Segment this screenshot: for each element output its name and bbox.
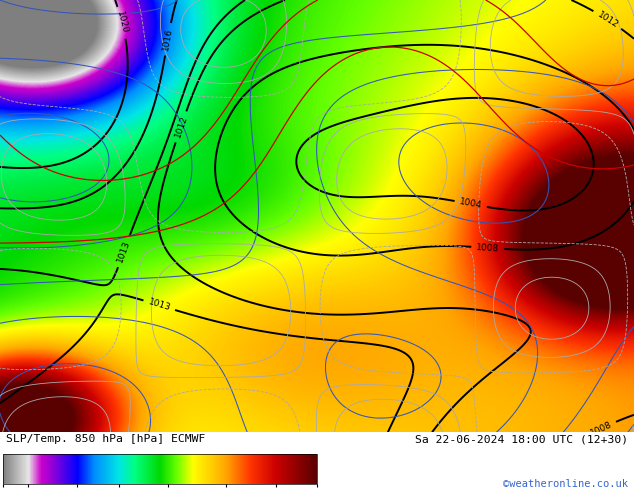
Text: 1008: 1008 xyxy=(476,243,500,253)
Text: 1012: 1012 xyxy=(173,115,189,139)
Text: ©weatheronline.co.uk: ©weatheronline.co.uk xyxy=(503,479,628,489)
Text: Sa 22-06-2024 18:00 UTC (12+30): Sa 22-06-2024 18:00 UTC (12+30) xyxy=(415,434,628,444)
Text: 1008: 1008 xyxy=(588,419,613,438)
Text: 1013: 1013 xyxy=(147,297,172,313)
Text: 1013: 1013 xyxy=(115,239,132,264)
Text: 1020: 1020 xyxy=(115,10,129,35)
Text: 1016: 1016 xyxy=(162,27,174,51)
Text: 1012: 1012 xyxy=(595,10,619,29)
Text: 1004: 1004 xyxy=(458,197,483,211)
Text: SLP/Temp. 850 hPa [hPa] ECMWF: SLP/Temp. 850 hPa [hPa] ECMWF xyxy=(6,434,205,444)
